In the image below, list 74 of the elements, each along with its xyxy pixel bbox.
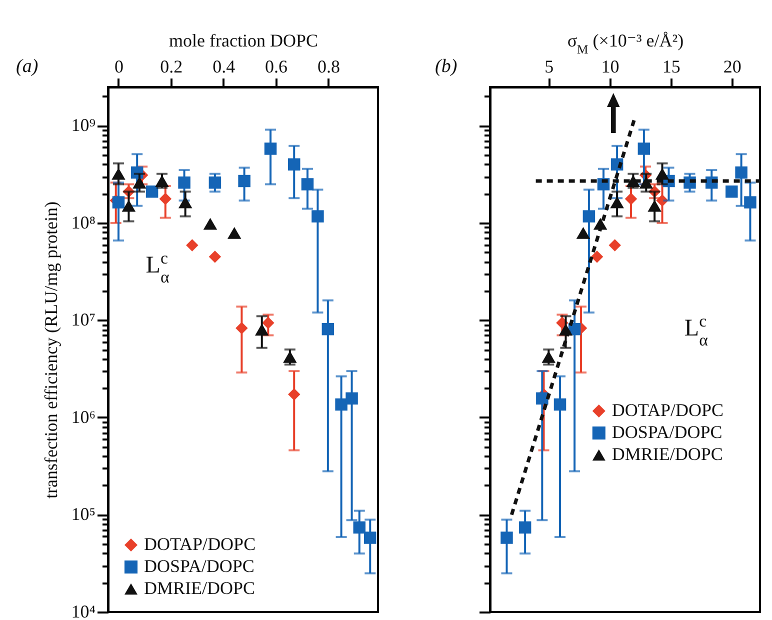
point	[610, 196, 624, 208]
legend-label: DOTAP/DOPC	[144, 534, 256, 554]
point	[536, 392, 548, 405]
point	[744, 196, 756, 208]
point	[122, 200, 136, 212]
point	[353, 521, 366, 534]
point	[288, 388, 300, 400]
point	[518, 521, 532, 534]
y-axis-title: transfection efficiency (RLU/mg protein)	[41, 201, 62, 499]
point	[590, 250, 604, 263]
point	[264, 142, 277, 155]
legend-label: DOTAP/DOPC	[612, 400, 724, 420]
point	[364, 532, 376, 544]
point	[655, 168, 670, 180]
point	[648, 200, 662, 212]
point	[288, 158, 300, 171]
y-tick-label: 10⁵	[71, 504, 96, 524]
y-tick-label: 10⁷	[71, 310, 96, 330]
legend-label: DMRIE/DOPC	[612, 444, 723, 464]
point	[500, 532, 513, 544]
chart-title: (a)	[16, 56, 38, 77]
point	[112, 168, 126, 180]
point	[624, 192, 638, 205]
point	[227, 226, 242, 239]
point	[178, 176, 190, 189]
point	[203, 218, 218, 230]
point	[186, 239, 198, 252]
point	[335, 398, 348, 411]
point	[236, 322, 248, 334]
x-tick-label: 0	[114, 56, 124, 76]
point	[178, 196, 192, 208]
x-tick-label: 5	[544, 56, 554, 76]
x-tick-label: 15	[662, 56, 680, 76]
point	[554, 398, 566, 411]
point	[608, 239, 621, 252]
x-tick-label: 10	[601, 56, 620, 76]
point	[638, 142, 650, 155]
point	[112, 196, 125, 208]
y-tick-label: 10⁴	[71, 602, 96, 620]
point	[238, 174, 250, 188]
point	[132, 176, 146, 189]
x-axis-title: σ$_{M}$ (×10⁻³ e/Å²)	[567, 30, 684, 56]
x-tick-label: 0.4	[212, 56, 236, 76]
x-tick-label: 0.8	[317, 56, 340, 76]
point	[626, 175, 640, 187]
point	[346, 392, 358, 405]
y-tick-label: 10⁸	[71, 212, 96, 232]
point	[155, 175, 169, 187]
point	[208, 176, 222, 189]
point	[312, 210, 324, 222]
point	[301, 178, 314, 190]
point	[262, 316, 274, 329]
x-tick-label: 0.6	[265, 56, 288, 76]
point	[322, 323, 334, 336]
point	[159, 192, 172, 205]
point	[254, 324, 269, 336]
point	[208, 250, 222, 263]
legend-label: DMRIE/DOPC	[144, 578, 256, 598]
legend-label: DOSPA/DOPC	[612, 422, 722, 442]
x-tick-label: 20	[723, 56, 742, 76]
point	[582, 210, 596, 222]
point	[639, 176, 654, 189]
chart-title: (b)	[435, 56, 458, 77]
y-tick-label: 10⁹	[71, 115, 96, 136]
x-axis-title: mole fraction DOPC	[169, 30, 318, 50]
x-tick-label: 0.2	[160, 56, 183, 76]
point	[735, 166, 748, 179]
point	[146, 186, 158, 198]
legend-label: DOSPA/DOPC	[144, 556, 254, 576]
point	[726, 186, 738, 198]
point	[283, 350, 297, 363]
point	[542, 350, 556, 363]
point	[576, 226, 590, 239]
y-tick-label: 10⁶	[71, 406, 96, 427]
